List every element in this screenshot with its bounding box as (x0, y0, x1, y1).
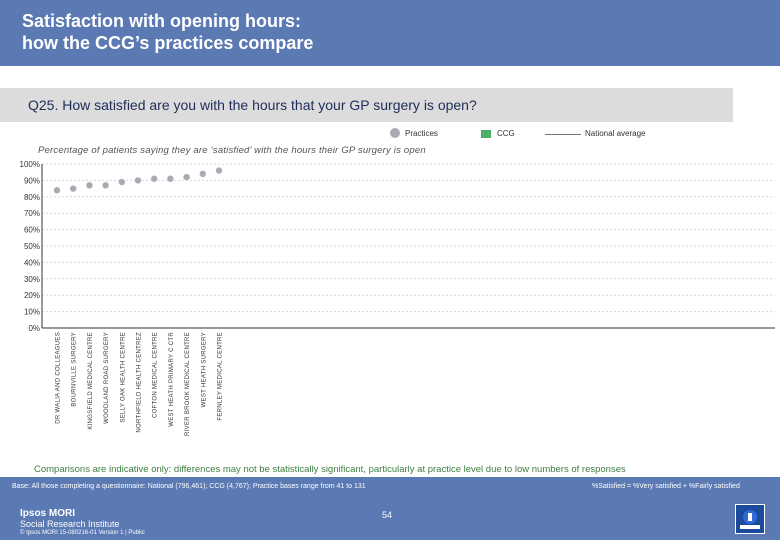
question-text: Q25. How satisfied are you with the hour… (28, 97, 477, 113)
legend-ccg-marker (481, 130, 491, 138)
practice-point (215, 167, 223, 174)
legend-ccg-label: CCG (497, 129, 515, 138)
practice-points (53, 167, 223, 194)
y-tick-label: 60% (24, 226, 40, 235)
x-tick-label: COFTON MEDICAL CENTRE (153, 332, 159, 418)
legend-practices-marker (390, 128, 400, 138)
practice-point (102, 182, 109, 189)
x-tick-label: RIVER BROOK MEDICAL CENTRE (185, 332, 191, 436)
practice-point (151, 175, 158, 182)
x-tick-label: SELLY OAK HEALTH CENTRE (120, 332, 126, 423)
y-axis-labels: 0% 10% 20% 30% 40% 50% 60% 70% 80% 90% 100% (20, 160, 40, 333)
x-tick-label: KINGSFIELD MEDICAL CENTRE (88, 332, 94, 430)
practice-point (199, 170, 206, 178)
question-band (0, 88, 733, 122)
x-axis-labels: DR WALIA AND COLLEAGUES BOURNVILLE SURGER… (56, 332, 224, 436)
header-banner (0, 0, 780, 66)
page-number: 54 (382, 510, 393, 520)
y-tick-label: 30% (24, 275, 40, 284)
chart-gridlines (41, 163, 775, 329)
page-title: Satisfaction with opening hours: how the… (22, 10, 742, 54)
sri-logo-text: Social Research Institute (20, 519, 120, 529)
practice-point (53, 187, 61, 194)
comparison-note: Comparisons are indicative only: differe… (34, 464, 626, 475)
practice-point (118, 178, 126, 186)
legend-practices-label: Practices (405, 129, 438, 138)
y-tick-label: 70% (24, 209, 40, 218)
title-line-1: Satisfaction with opening hours: (22, 11, 301, 31)
practice-point (167, 175, 174, 182)
y-tick-label: 20% (24, 291, 40, 300)
legend-national-marker (545, 134, 581, 135)
y-tick-label: 10% (24, 308, 40, 317)
x-tick-label: WOODLAND ROAD SURGERY (104, 332, 110, 424)
practice-point (70, 185, 77, 192)
satisfied-definition: %Satisfied = %Very satisfied + %Fairly s… (592, 483, 740, 490)
x-tick-label: WEST HEATH PRIMARY C CTR (169, 332, 175, 427)
y-tick-label: 0% (28, 324, 40, 333)
ipsos-mori-logo-text: Ipsos MORI (20, 508, 76, 519)
x-tick-label: DR WALIA AND COLLEAGUES (56, 332, 62, 424)
x-tick-label: WEST HEATH SURGERY (201, 332, 207, 407)
y-tick-label: 90% (24, 176, 40, 185)
practice-point (183, 173, 190, 181)
legend-national-label: National average (585, 129, 646, 138)
practice-point (86, 182, 93, 189)
y-tick-label: 50% (24, 242, 40, 251)
practice-point (134, 177, 142, 184)
x-tick-label: NORTHFIELD HEALTH CENTREZ (137, 332, 143, 433)
x-tick-label: BOURNVILLE SURGERY (72, 332, 78, 407)
copyright-text: © Ipsos MORI 15-080216-01 Version 1 | Pu… (20, 530, 145, 536)
title-line-2: how the CCG’s practices compare (22, 33, 314, 53)
y-tick-label: 80% (24, 193, 40, 202)
x-tick-label: FERNLEY MEDICAL CENTRE (218, 332, 224, 421)
y-tick-label: 40% (24, 258, 40, 267)
footer-band (0, 477, 780, 540)
y-tick-label: 100% (20, 160, 40, 169)
base-note: Base: All those completing a questionnai… (12, 483, 366, 490)
ipsos-logo-icon (735, 504, 765, 534)
chart-subtitle: Percentage of patients saying they are ‘… (38, 145, 426, 156)
chart-area: 0% 10% 20% 30% 40% 50% 60% 70% 80% 90% 100% DR WAL… (20, 160, 775, 436)
